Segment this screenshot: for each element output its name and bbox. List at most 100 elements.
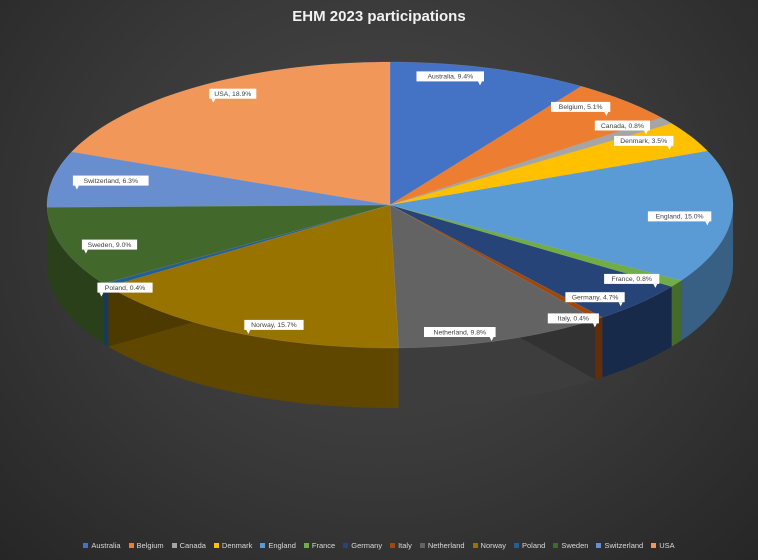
data-label-pointer: [618, 302, 623, 307]
data-label-pointer: [99, 292, 104, 297]
legend-item-canada: Canada: [171, 541, 206, 550]
data-label-pointer: [83, 249, 88, 254]
data-label-box: [97, 282, 153, 293]
legend-label: Denmark: [221, 541, 253, 550]
data-label-pointer: [489, 337, 494, 341]
slice-side-italy: [595, 317, 603, 380]
legend-item-poland: Poland: [513, 541, 546, 550]
legend-item-england: England: [260, 541, 296, 550]
data-label-norway: Norway, 15.7%: [251, 322, 297, 329]
legend-swatch: [303, 543, 309, 548]
data-label-box: [416, 71, 484, 82]
legend-swatch: [343, 543, 349, 548]
legend-swatch: [260, 543, 266, 548]
slice-side-sweden: [47, 207, 104, 344]
data-label-pointer: [246, 329, 251, 334]
legend-item-italy: Italy: [390, 541, 412, 550]
pie-tops: [46, 61, 734, 349]
slice-usa: [71, 61, 391, 206]
slice-side-norway: [108, 286, 399, 408]
data-label-box: [594, 120, 650, 131]
legend-label: Poland: [521, 541, 546, 550]
data-label-pointer: [667, 145, 672, 150]
data-label-box: [244, 319, 304, 330]
data-label-netherland: Netherland, 9.8%: [434, 329, 487, 336]
legend-item-switzerland: Switzerland: [596, 541, 643, 550]
data-label-box: [604, 273, 660, 284]
data-label-sweden: Sweden, 9.0%: [88, 242, 132, 249]
legend-label: Switzerland: [604, 541, 644, 550]
data-label-box: [209, 88, 257, 99]
slice-switzerland: [46, 151, 391, 208]
legend-swatch: [472, 543, 478, 548]
slice-australia: [389, 61, 582, 206]
slice-side-england: [681, 205, 733, 341]
data-label-pointer: [592, 323, 597, 328]
slice-netherland: [389, 204, 597, 349]
slice-belgium: [389, 86, 663, 206]
slice-side-germany: [602, 286, 672, 378]
data-label-box: [551, 101, 611, 112]
data-label-box: [72, 175, 149, 186]
legend-swatch: [419, 543, 425, 548]
data-label-box: [424, 327, 496, 337]
legend: Australia Belgium Canada Denmark England Fran…: [0, 541, 758, 550]
slice-england: [389, 150, 734, 281]
data-label-switzerland: Switzerland, 6.3%: [84, 178, 138, 185]
legend-label: USA: [659, 541, 675, 550]
legend-item-belgium: Belgium: [128, 541, 164, 550]
legend-swatch: [513, 543, 519, 548]
slice-side-poland: [103, 283, 109, 347]
legend-label: Canada: [179, 541, 206, 550]
data-label-box: [647, 211, 712, 222]
legend-swatch: [651, 543, 657, 548]
legend-swatch: [596, 543, 602, 548]
data-label-pointer: [653, 283, 658, 288]
slice-side-france: [671, 280, 682, 347]
data-labels: Australia, 9.4% Belgium, 5.1% Canada, 0.8%…: [72, 71, 712, 341]
data-label-italy: Italy, 0.4%: [558, 316, 589, 323]
legend-swatch: [83, 543, 89, 548]
legend-label: Australia: [91, 541, 121, 550]
data-label-box: [547, 313, 599, 324]
legend-label: Norway: [480, 541, 506, 550]
data-label-australia: Australia, 9.4%: [427, 74, 473, 81]
legend-label: Netherland: [427, 541, 465, 550]
slice-germany: [389, 204, 673, 318]
legend-swatch: [128, 543, 134, 548]
data-label-canada: Canada, 0.8%: [601, 123, 644, 130]
legend-label: Sweden: [561, 541, 589, 550]
legend-item-usa: USA: [651, 541, 675, 550]
data-label-germany: Germany, 4.7%: [572, 295, 619, 302]
data-label-box: [81, 239, 138, 250]
legend-label: England: [268, 541, 296, 550]
data-label-pointer: [74, 185, 79, 190]
legend-label: Italy: [398, 541, 412, 550]
legend-item-sweden: Sweden: [553, 541, 588, 550]
data-label-poland: Poland, 0.4%: [105, 285, 145, 292]
legend-item-germany: Germany: [343, 541, 382, 550]
data-label-denmark: Denmark, 3.5%: [620, 138, 667, 145]
legend-swatch: [171, 543, 177, 548]
data-label-pointer: [478, 81, 482, 86]
legend-item-australia: Australia: [83, 541, 121, 550]
legend-item-france: France: [303, 541, 336, 550]
data-label-england: England, 15.0%: [656, 214, 704, 221]
legend-swatch: [213, 543, 219, 548]
data-label-pointer: [211, 98, 216, 103]
legend-label: France: [311, 541, 336, 550]
chart-title: EHM 2023 participations: [292, 8, 466, 25]
data-label-box: [565, 292, 625, 303]
legend-item-denmark: Denmark: [213, 541, 253, 550]
data-label-pointer: [604, 111, 609, 116]
data-label-belgium: Belgium, 5.1%: [559, 104, 603, 111]
legend-item-norway: Norway: [472, 541, 506, 550]
data-label-box: [614, 135, 674, 146]
data-label-pointer: [644, 130, 648, 135]
legend-label: Belgium: [136, 541, 164, 550]
data-label-france: France, 0.8%: [611, 276, 651, 283]
data-label-pointer: [705, 221, 710, 226]
legend-item-netherland: Netherland: [419, 541, 465, 550]
slice-norway: [107, 204, 399, 349]
